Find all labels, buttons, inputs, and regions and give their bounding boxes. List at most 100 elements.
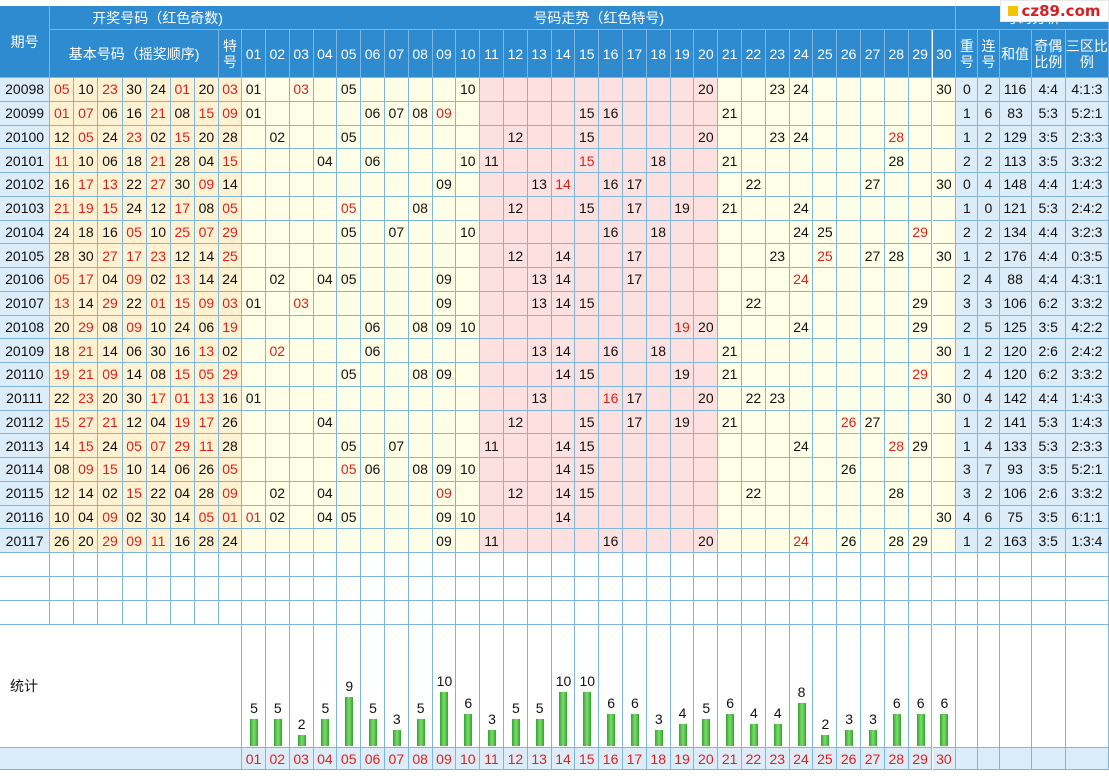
trend-hit: 11 (480, 149, 504, 173)
analysis-odd_even-cell: 2:6 (1031, 339, 1066, 363)
stats-axis-label: 17 (623, 748, 647, 770)
trend-cell (599, 244, 623, 268)
stats-column (932, 625, 957, 748)
trend-cell (670, 434, 695, 458)
trend-cell (408, 529, 433, 553)
trend-cell (265, 78, 290, 102)
trend-hit: 12 (503, 125, 528, 150)
trend-cell (337, 244, 362, 268)
trend-cell (670, 505, 695, 530)
stats-axis-label: 28 (884, 748, 909, 770)
trend-hit: 15 (575, 101, 600, 126)
trend-cell (908, 505, 933, 530)
trend-cell (384, 244, 409, 268)
stats-bar-value: 10 (436, 673, 453, 689)
trend-cell (361, 529, 385, 553)
analysis-zones-cell: 1:3:4 (1065, 529, 1109, 553)
trend-cell (313, 339, 338, 363)
analysis-repeat-cell: 1 (956, 101, 979, 126)
trend-cell (861, 529, 885, 553)
stats-axis-label: 19 (670, 748, 695, 770)
empty-cell (718, 577, 743, 601)
trend-hit: 12 (503, 244, 528, 268)
trend-cell (480, 339, 504, 363)
empty-cell (313, 601, 338, 625)
trend-cell (480, 363, 504, 387)
stats-axis-label: 14 (551, 748, 576, 770)
period-cell: 20106 (0, 268, 51, 292)
empty-cell (218, 577, 243, 601)
trend-cell (670, 220, 695, 245)
trend-hit: 30 (932, 78, 957, 102)
drawn-ball: 27 (74, 410, 99, 435)
period-cell: 20101 (0, 149, 51, 173)
trend-hit: 02 (265, 481, 290, 506)
drawn-ball: 04 (146, 410, 171, 435)
trend-hit: 30 (932, 173, 957, 197)
stats-bar-value: 3 (654, 710, 663, 727)
stats-column (623, 625, 647, 748)
trend-cell (503, 386, 528, 411)
trend-column-header: 01 (242, 30, 266, 78)
trend-hit: 01 (242, 78, 266, 102)
trend-cell (265, 363, 290, 387)
drawn-ball: 14 (194, 268, 219, 292)
trend-hit: 24 (789, 196, 814, 221)
trend-hit: 15 (575, 410, 600, 435)
trend-cell (813, 386, 838, 411)
analysis-sum-cell: 163 (999, 529, 1032, 553)
trend-cell (361, 363, 385, 387)
trend-cell (599, 291, 623, 316)
trend-special-hit: 02 (265, 339, 290, 363)
trend-hit: 15 (575, 434, 600, 458)
trend-hit: 12 (503, 481, 528, 506)
empty-cell (361, 577, 385, 601)
trend-cell (742, 196, 766, 221)
trend-hit: 12 (503, 410, 528, 435)
trend-cell (313, 458, 338, 482)
trend-cell (646, 315, 671, 340)
trend-hit: 15 (575, 363, 600, 387)
trend-hit: 17 (623, 244, 647, 268)
trend-special-hit: 26 (837, 410, 862, 435)
drawn-ball: 19 (50, 363, 75, 387)
analysis-consec-cell: 2 (978, 410, 1000, 435)
trend-cell (527, 220, 552, 245)
trend-cell (503, 101, 528, 126)
trend-hit: 08 (408, 196, 433, 221)
stats-bar-value: 6 (892, 694, 901, 711)
trend-cell (908, 410, 933, 435)
trend-cell (861, 220, 885, 245)
site-logo[interactable]: cz89.com (1000, 0, 1109, 22)
analysis-column-header: 和值 (999, 30, 1032, 78)
trend-cell (646, 434, 671, 458)
empty-cell (551, 577, 576, 601)
stats-label-row (978, 748, 1000, 770)
empty-cell (932, 577, 957, 601)
trend-cell (408, 410, 433, 435)
trend-cell (742, 78, 766, 102)
trend-cell (527, 434, 552, 458)
trend-cell (575, 244, 600, 268)
stats-bar (654, 729, 663, 746)
trend-hit: 05 (337, 125, 362, 150)
empty-cell (1065, 577, 1109, 601)
empty-cell (146, 577, 171, 601)
trend-cell (361, 173, 385, 197)
trend-cell (289, 386, 314, 411)
empty-cell (884, 553, 909, 577)
drawn-ball: 17 (74, 268, 99, 292)
trend-cell (694, 339, 719, 363)
trend-column-header: 05 (337, 30, 362, 78)
empty-cell (50, 553, 75, 577)
trend-hit: 14 (551, 268, 576, 292)
stats-axis-label: 23 (765, 748, 790, 770)
trend-hit: 08 (408, 101, 433, 126)
trend-cell (313, 363, 338, 387)
drawn-ball: 15 (170, 125, 195, 150)
trend-hit: 21 (718, 410, 743, 435)
trend-cell (718, 505, 743, 530)
stats-axis-label: 16 (599, 748, 623, 770)
trend-hit: 01 (242, 101, 266, 126)
trend-cell (337, 101, 362, 126)
